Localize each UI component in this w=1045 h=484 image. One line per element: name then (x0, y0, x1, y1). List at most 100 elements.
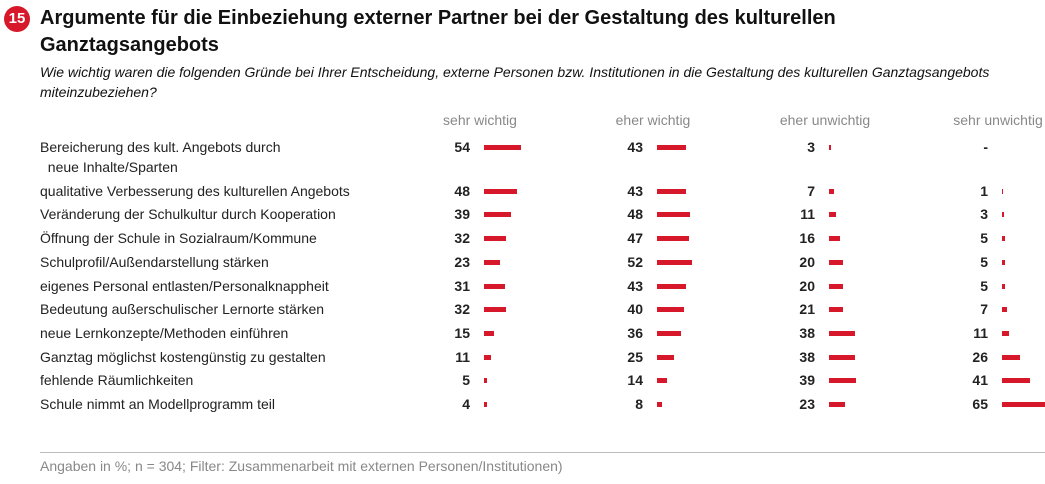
value-label: 23 (454, 253, 470, 270)
bar (657, 330, 682, 336)
value-label: 5 (980, 230, 988, 247)
value-label: 26 (972, 348, 988, 365)
bar (1002, 402, 1045, 407)
value-label: 41 (972, 372, 988, 389)
bar (484, 307, 506, 313)
value-label: 4 (462, 396, 470, 412)
value-label: 5 (980, 253, 988, 270)
bar (829, 354, 855, 360)
bar (1002, 330, 1010, 336)
value-label: 43 (627, 139, 643, 155)
bar (829, 307, 844, 313)
row-label: neue Lernkonzepte/Methoden einführen (40, 324, 289, 341)
bar (657, 236, 689, 242)
chart-title: Argumente für die Einbeziehung externer … (40, 7, 836, 56)
value-label: 14 (627, 372, 643, 389)
bar (484, 354, 492, 360)
row-label: Schule nimmt an Modellprogramm teil (40, 396, 275, 412)
value-label: 38 (799, 348, 815, 365)
bar (657, 212, 690, 218)
bar (657, 259, 693, 265)
value-label: 11 (973, 324, 988, 341)
bar (657, 402, 663, 407)
value-label: 21 (799, 301, 815, 318)
value-label: 20 (799, 253, 815, 270)
value-label: 7 (807, 182, 815, 199)
value-label: 36 (627, 324, 643, 341)
bar (1002, 236, 1006, 242)
value-label: 20 (799, 277, 815, 294)
value-label: 47 (627, 230, 643, 247)
value-label: 5 (980, 277, 988, 294)
bar (829, 378, 856, 384)
bar (657, 354, 674, 360)
bar (484, 259, 500, 265)
bar (1002, 354, 1020, 360)
value-label: 31 (454, 277, 470, 294)
value-label: 1 (980, 182, 988, 199)
bar (1002, 259, 1006, 265)
value-label: 5 (462, 372, 470, 389)
row-label: Ganztag möglichst kostengünstig zu gesta… (40, 348, 326, 365)
badge: 15 (4, 6, 30, 32)
bar (1002, 378, 1030, 384)
value-label: 39 (454, 206, 470, 223)
value-label: 48 (454, 182, 470, 199)
value-label: 3 (807, 139, 815, 155)
column-header: eher wichtig (615, 112, 691, 128)
bar (484, 212, 511, 218)
value-label: 15 (454, 324, 470, 341)
bar (829, 402, 845, 407)
value-label: 40 (627, 301, 643, 318)
value-label: 32 (454, 301, 470, 318)
row-label: Bereicherung des kult. Angebots durch ne… (40, 139, 281, 175)
value-label: 25 (627, 348, 643, 365)
value-label: 32 (454, 230, 470, 247)
row-label: Öffnung der Schule in Sozialraum/Kommune (40, 230, 317, 247)
value-label: 52 (627, 253, 643, 270)
column-header: sehr unwichtig (953, 112, 1043, 128)
value-label: 11 (800, 206, 815, 223)
bar (1002, 307, 1007, 313)
bar (484, 188, 517, 194)
row-label: fehlende Räumlichkeiten (40, 372, 194, 389)
value-label: - (983, 139, 988, 155)
value-label: 39 (799, 372, 815, 389)
bar (829, 330, 855, 336)
bar (1002, 283, 1006, 289)
divider (40, 452, 1045, 453)
value-label: 8 (635, 396, 643, 412)
row-label: eigenes Personal entlasten/Personalknapp… (40, 277, 329, 294)
value-label: 48 (627, 206, 643, 223)
footnote: Angaben in %; n = 304; Filter: Zusammena… (40, 458, 563, 474)
bar (1002, 188, 1003, 194)
value-label: 3 (980, 206, 988, 223)
value-label: 23 (799, 396, 815, 412)
value-label: 43 (627, 182, 643, 199)
bar (657, 283, 687, 289)
row-label: qualitative Verbesserung des kulturellen… (40, 182, 350, 199)
bar (829, 283, 843, 289)
column-header: eher unwichtig (779, 112, 871, 128)
value-label: 11 (455, 348, 470, 365)
value-label: 38 (799, 324, 815, 341)
chart-subtitle: Wie wichtig waren die folgenden Gründe b… (40, 64, 990, 100)
bar (484, 283, 506, 289)
value-label: 65 (972, 396, 988, 412)
bar (484, 330, 495, 336)
bar (829, 188, 834, 194)
bar (657, 307, 685, 313)
value-label: 16 (799, 230, 815, 247)
bar (484, 236, 506, 242)
bar (657, 145, 687, 150)
bar (829, 212, 837, 218)
value-label: 54 (454, 139, 470, 155)
column-header: sehr wichtig (443, 112, 517, 128)
row-label: Veränderung der Schulkultur durch Kooper… (40, 206, 336, 223)
bar (484, 145, 521, 150)
value-label: 7 (980, 301, 988, 318)
bar (829, 145, 832, 150)
bar (829, 259, 843, 265)
value-label: 43 (627, 277, 643, 294)
